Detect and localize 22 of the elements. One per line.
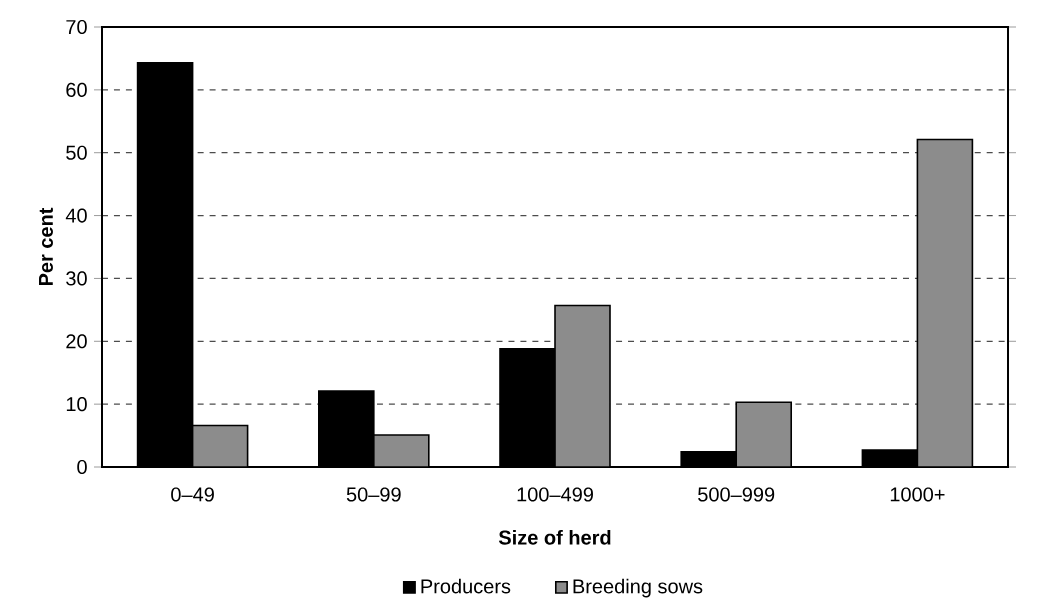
bar xyxy=(373,434,430,467)
x-tick-label: 50–99 xyxy=(346,487,401,502)
legend-label: Breeding sows xyxy=(573,578,703,598)
y-axis-title: Per cent xyxy=(39,207,53,286)
legend-label: Producers xyxy=(421,578,511,594)
bar xyxy=(554,304,611,467)
x-tick-label: 1000+ xyxy=(890,487,945,502)
y-tick-label: 50 xyxy=(66,145,87,160)
y-tick-label: 70 xyxy=(66,19,87,35)
x-tick-label: 0–49 xyxy=(171,487,214,502)
y-tick-label: 20 xyxy=(66,334,87,349)
x-axis-title: Size of herd xyxy=(498,529,611,545)
y-tick-label: 40 xyxy=(65,208,87,223)
x-tick-label: 500–999 xyxy=(698,487,775,502)
bar xyxy=(735,401,793,467)
y-tick-label: 30 xyxy=(66,271,87,286)
bar xyxy=(191,424,249,467)
y-tick-label: 60 xyxy=(66,82,87,97)
bar xyxy=(916,138,974,467)
x-tick-label: 100–499 xyxy=(517,487,593,502)
y-tick-label: 10 xyxy=(66,397,87,412)
y-tick-label: 0 xyxy=(77,459,87,475)
